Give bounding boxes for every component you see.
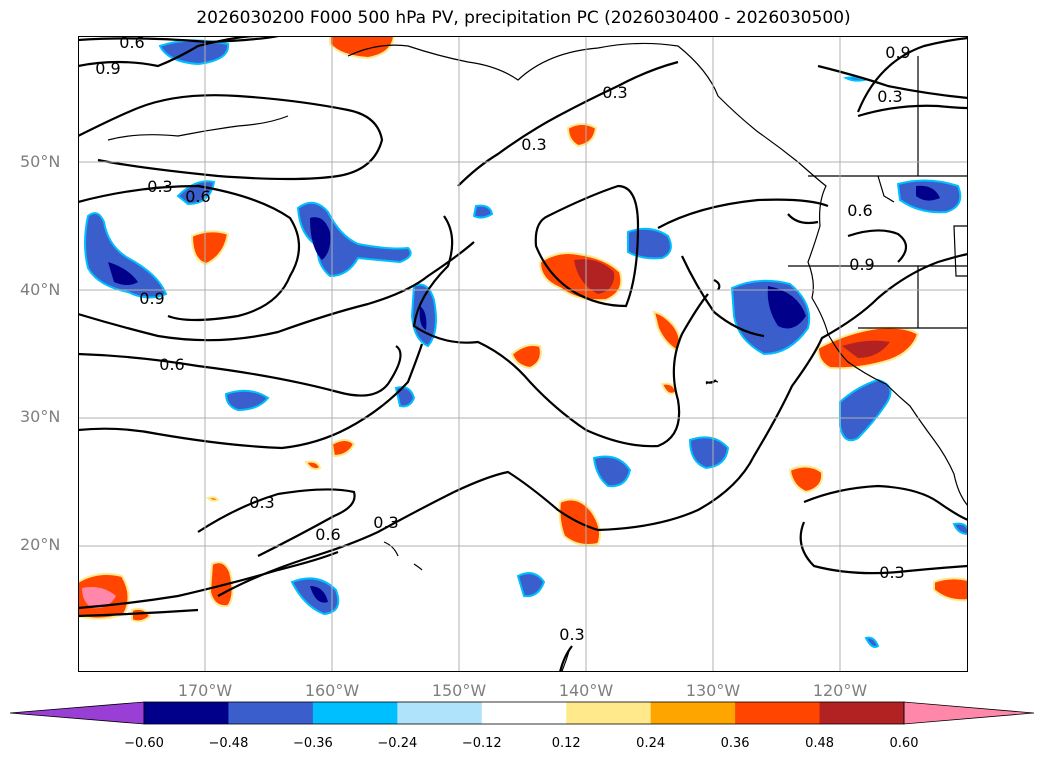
- lon-label-120w: 120°W: [812, 681, 868, 700]
- colorbar-tick-label: 0.60: [889, 736, 919, 751]
- colorbar-tick-label: −0.12: [461, 736, 502, 751]
- colorbar-cell: [566, 702, 652, 724]
- contour-label: 0.3: [877, 87, 902, 106]
- contour-label: 0.6: [119, 36, 144, 52]
- contour-label: 0.3: [559, 625, 584, 644]
- contour-label: 0.3: [373, 513, 398, 532]
- gridlines: [78, 36, 968, 672]
- contour-label: 0.3: [521, 135, 546, 154]
- colorbar-cell: [650, 702, 736, 724]
- colorbar-cell: [397, 702, 483, 724]
- colorbar: [10, 701, 1035, 725]
- pv-contours: [78, 36, 968, 672]
- contour-label: 0.3: [249, 493, 274, 512]
- coastlines: [107, 42, 968, 672]
- lon-label-170w: 170°W: [177, 681, 233, 700]
- colorbar-tick-label: 0.12: [551, 736, 581, 751]
- colorbar-tick-label: −0.60: [124, 736, 164, 751]
- colorbar-tick-label: −0.24: [377, 736, 418, 751]
- contour-label: 0.9: [885, 43, 910, 62]
- precipitation-patches: [78, 36, 968, 648]
- colorbar-tick-label: 0.36: [720, 736, 750, 751]
- colorbar-tick-label: 0.48: [805, 736, 835, 751]
- contour-label: 0.9: [139, 289, 164, 308]
- contour-label: 0.9: [95, 59, 120, 78]
- lat-label-20n: 20°N: [20, 535, 61, 554]
- lon-label-160w: 160°W: [304, 681, 360, 700]
- contour-label: 0.6: [159, 355, 184, 374]
- colorbar-cell: [144, 702, 229, 724]
- contour-label: 0.6: [847, 201, 872, 220]
- contour-label: 0.6: [315, 525, 340, 544]
- contour-label: 0.6: [185, 187, 210, 206]
- lon-label-140w: 140°W: [558, 681, 614, 700]
- colorbar-cell: [312, 702, 398, 724]
- contour-label: 0.9: [849, 255, 874, 274]
- colorbar-tick-label: −0.48: [208, 736, 249, 751]
- contour-label: 0.3: [147, 177, 172, 196]
- colorbar-cell: [735, 702, 821, 724]
- colorbar-cell: [819, 702, 905, 724]
- contour-label: 0.3: [602, 83, 627, 102]
- colorbar-tick-label: 0.24: [636, 736, 666, 751]
- lon-label-130w: 130°W: [685, 681, 741, 700]
- lat-label-50n: 50°N: [20, 152, 61, 171]
- colorbar-extension-low: [10, 702, 144, 724]
- lon-label-150w: 150°W: [431, 681, 487, 700]
- lat-label-30n: 30°N: [20, 407, 61, 426]
- colorbar-cell: [228, 702, 314, 724]
- contour-labels: 0.6 0.9 0.9 0.3 0.3 0.3 0.3 0.6 0.9 0.9 …: [95, 36, 910, 644]
- lat-label-40n: 40°N: [20, 280, 61, 299]
- map-title: 2026030200 F000 500 hPa PV, precipitatio…: [196, 8, 851, 28]
- colorbar-extension-high: [904, 702, 1034, 724]
- map-plot: 0.6 0.9 0.9 0.3 0.3 0.3 0.3 0.6 0.9 0.9 …: [78, 36, 968, 672]
- contour-label: 0.3: [879, 563, 904, 582]
- colorbar-tick-label: −0.36: [292, 736, 333, 751]
- colorbar-cell: [481, 702, 567, 724]
